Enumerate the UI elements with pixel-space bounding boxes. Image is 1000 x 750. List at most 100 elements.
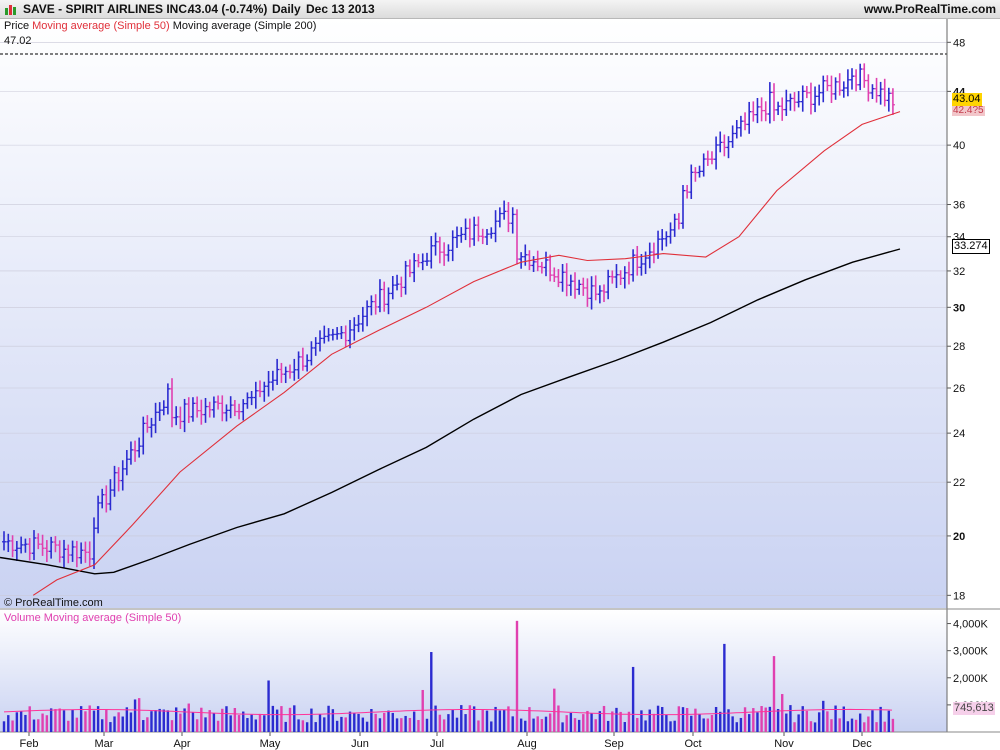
ohlc-bar (502, 200, 507, 220)
volume-bar (455, 717, 459, 732)
volume-bar (15, 712, 19, 732)
ohlc-bar (10, 535, 15, 558)
ohlc-bar (96, 495, 101, 534)
volume-ma-legend-label[interactable]: Moving average (Simple 50) (43, 612, 182, 624)
volume-bar (430, 652, 433, 732)
volume-bar (582, 714, 585, 732)
ma200-legend-label[interactable]: Moving average (Simple 200) (172, 20, 317, 32)
volume-bar (879, 706, 882, 732)
ohlc-bar (442, 242, 447, 266)
volume-bar (846, 721, 850, 732)
ma50-line[interactable] (32, 111, 901, 596)
volume-bar (490, 721, 493, 732)
volume-bar (370, 708, 373, 732)
ma50-value-tag: 42.4?5 (952, 105, 985, 116)
ohlc-bar (322, 325, 327, 344)
volume-bar (557, 705, 560, 732)
volume-bar (793, 722, 796, 732)
ohlc-bar (668, 222, 673, 244)
ohlc-bar (137, 437, 142, 458)
volume-bar (84, 711, 87, 732)
volume-bar (694, 708, 697, 732)
ohlc-bars (2, 63, 895, 570)
brand-link[interactable]: www.ProRealTime.com (863, 2, 996, 16)
ohlc-bar (606, 269, 611, 300)
volume-bar (494, 706, 497, 732)
ohlc-bar (104, 485, 109, 513)
month-tick-label: Oct (684, 738, 701, 750)
ohlc-bar (44, 540, 49, 563)
volume-bar (62, 710, 66, 732)
ohlc-bar (763, 101, 768, 122)
volume-bar (764, 707, 767, 732)
ohlc-bar (672, 213, 677, 237)
volume-ma-line[interactable] (3, 708, 893, 716)
volume-bar (871, 710, 874, 732)
volume-legend-label: Volume (4, 612, 41, 624)
ohlc-bar (335, 327, 340, 340)
ohlc-bar (743, 112, 748, 131)
volume-bar (548, 713, 552, 732)
ohlc-bar (377, 279, 382, 313)
volume-bar (573, 718, 577, 732)
volume-bar (719, 711, 722, 732)
ohlc-bar (165, 383, 170, 415)
volume-bar (772, 656, 776, 732)
volume-bar (154, 710, 157, 732)
volume-bar (28, 706, 31, 732)
ohlc-bar (292, 358, 297, 381)
ohlc-bar (108, 479, 113, 511)
ohlc-bar (296, 351, 301, 379)
ma200-line[interactable] (0, 248, 901, 575)
volume-bar (24, 714, 27, 732)
volume-bar (404, 715, 407, 732)
ohlc-bar (772, 83, 776, 122)
volume-value-tag: 745,613 (953, 702, 995, 715)
volume-bar (378, 718, 382, 732)
volume-bar (677, 706, 681, 732)
ohlc-bar (751, 101, 756, 122)
ohlc-bar (564, 263, 569, 297)
volume-bar (540, 719, 544, 732)
volume-bar (594, 719, 597, 732)
volume-bar (669, 721, 672, 732)
price-panel[interactable] (0, 19, 947, 608)
volume-bar (293, 705, 296, 732)
ohlc-bar (149, 417, 154, 438)
volume-bar (344, 717, 347, 732)
volume-bar (723, 643, 726, 732)
ohlc-bar (161, 400, 166, 416)
time-axis-background (0, 732, 947, 750)
volume-bar (785, 713, 788, 732)
ohlc-bar (62, 539, 66, 568)
volume-bar (288, 707, 292, 732)
volume-bar (58, 708, 61, 732)
volume-bar (528, 707, 531, 732)
ohlc-bar (232, 399, 237, 417)
ohlc-bar (275, 358, 280, 385)
volume-bar (661, 707, 664, 732)
volume-bar (166, 710, 170, 732)
volume-bar (221, 708, 224, 732)
volume-bar (743, 707, 747, 732)
volume-bar (830, 719, 833, 732)
volume-bar (383, 712, 386, 732)
ohlc-bar (841, 81, 846, 98)
ohlc-bar (535, 250, 540, 272)
volume-bar (636, 717, 639, 732)
ohlc-bar (199, 399, 204, 425)
volume-bar (32, 719, 36, 732)
ma50-legend-label[interactable]: Moving average (Simple 50) (32, 20, 170, 32)
ohlc-bar (480, 228, 485, 245)
ohlc-bar (792, 92, 797, 112)
ohlc-bar (399, 276, 404, 298)
volume-bar (434, 705, 437, 732)
ohlc-bar (597, 285, 602, 304)
ohlc-bar (626, 261, 631, 285)
ohlc-bar (450, 230, 455, 262)
volume-bar (685, 707, 689, 732)
ohlc-bar (92, 517, 96, 570)
volume-bar (891, 718, 895, 732)
volume-bar (331, 709, 335, 732)
